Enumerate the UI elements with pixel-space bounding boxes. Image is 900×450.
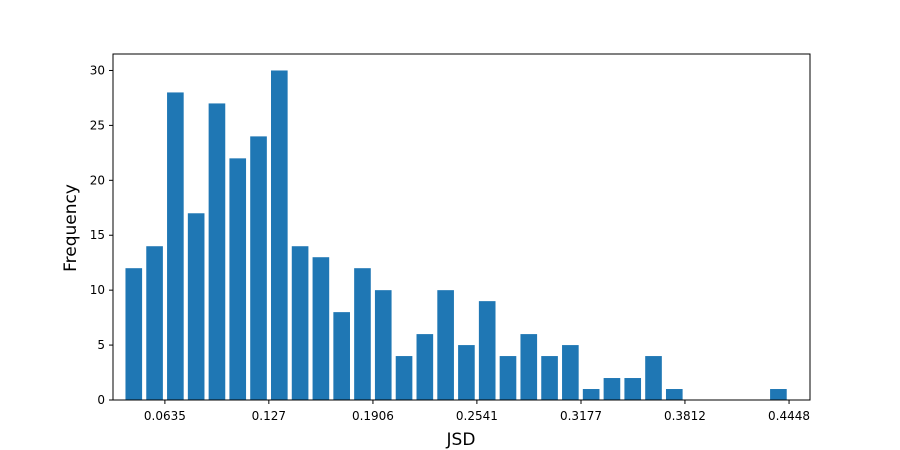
bar: [312, 257, 330, 400]
bars-group: [125, 70, 787, 401]
y-axis-ticks: 0 5 10 15 20 25 30: [90, 63, 113, 407]
x-tick-label: 0.4448: [768, 409, 810, 423]
y-tick-label: 25: [90, 118, 105, 132]
plot-frame: [112, 53, 811, 401]
x-tick-label: 0.0635: [144, 409, 186, 423]
bar: [146, 246, 163, 400]
y-tick-label: 15: [90, 228, 105, 242]
x-tick-label: 0.1906: [352, 409, 394, 423]
bar: [458, 345, 475, 400]
y-tick-label: 0: [97, 393, 105, 407]
y-tick-label: 30: [90, 63, 105, 77]
bar: [395, 356, 413, 400]
bar: [582, 389, 600, 400]
bar: [770, 389, 787, 400]
bar: [374, 290, 392, 400]
bar: [603, 378, 621, 400]
bar: [208, 103, 226, 401]
x-axis-label: JSD: [446, 430, 476, 450]
bar: [167, 92, 184, 400]
x-tick-label: 0.2541: [456, 409, 498, 423]
x-tick-label: 0.3177: [560, 409, 602, 423]
bar: [541, 356, 558, 400]
bar: [250, 136, 267, 400]
y-tick-label: 5: [97, 338, 105, 352]
y-tick-label: 10: [90, 283, 105, 297]
bar: [416, 334, 434, 400]
bar: [645, 356, 662, 400]
bar: [187, 213, 205, 400]
bar: [478, 301, 496, 400]
y-tick-label: 20: [90, 173, 105, 187]
bar: [665, 389, 683, 400]
x-tick-label: 0.3812: [664, 409, 706, 423]
bar: [125, 268, 143, 400]
bar: [520, 334, 538, 400]
bar: [437, 290, 454, 400]
bar: [291, 246, 309, 400]
bar: [354, 268, 371, 400]
bar: [229, 158, 247, 400]
x-tick-label: 0.127: [252, 409, 286, 423]
bar: [333, 312, 350, 400]
bar: [624, 378, 642, 400]
bar: [499, 356, 517, 400]
x-axis-ticks: 0.0635 0.127 0.1906 0.2541 0.3177 0.3812 0.444…: [144, 400, 810, 423]
bar: [562, 345, 579, 400]
y-axis-label: Frequency: [61, 184, 81, 272]
bar: [271, 70, 288, 400]
